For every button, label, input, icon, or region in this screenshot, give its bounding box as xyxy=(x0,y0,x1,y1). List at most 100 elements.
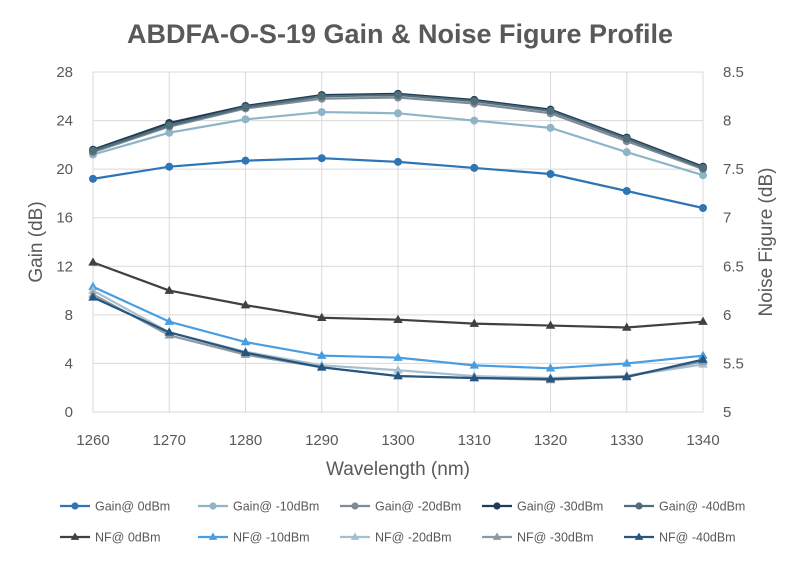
y2-tick-label: 5.5 xyxy=(723,355,744,372)
data-point xyxy=(317,154,326,163)
axis-tick-labels: 0 4 8 12 16 20 24 28 5 5.5 6 6.5 7 7.5 8 8.5 1260 1270 128… xyxy=(56,64,744,449)
y2-tick-label: 6.5 xyxy=(723,258,744,275)
legend-item: NF@ -20dBm xyxy=(340,531,452,545)
legend-marker xyxy=(70,532,80,540)
data-point xyxy=(240,337,251,346)
data-point xyxy=(622,148,631,157)
legend-label: NF@ -40dBm xyxy=(659,531,736,545)
legend-label: Gain@ -20dBm xyxy=(375,500,461,514)
data-point xyxy=(393,371,403,380)
legend-label: Gain@ 0dBm xyxy=(95,500,170,514)
legend-marker xyxy=(208,532,218,540)
data-series xyxy=(88,89,708,384)
data-point xyxy=(241,103,250,112)
data-point xyxy=(622,187,631,195)
data-point xyxy=(699,204,707,212)
data-point xyxy=(241,115,250,124)
y-tick-label: 4 xyxy=(65,355,73,372)
data-point xyxy=(240,300,251,309)
data-point xyxy=(165,128,174,137)
legend-marker xyxy=(634,532,644,540)
data-point xyxy=(240,347,251,356)
data-point xyxy=(88,292,98,301)
data-point xyxy=(394,157,402,166)
data-point xyxy=(241,156,250,165)
legend-item: Gain@ -10dBm xyxy=(198,500,319,514)
data-point xyxy=(470,163,479,172)
series-0 xyxy=(89,154,707,212)
legend-item: Gain@ -20dBm xyxy=(340,500,461,514)
legend-marker xyxy=(492,532,502,540)
data-point xyxy=(545,363,556,372)
legend-marker xyxy=(350,532,360,540)
series-4 xyxy=(89,91,707,172)
legend-label: NF@ -30dBm xyxy=(517,531,594,545)
data-point xyxy=(469,360,479,369)
data-point xyxy=(469,318,479,327)
y-tick-label: 16 xyxy=(56,210,73,227)
data-point xyxy=(470,116,479,125)
y2-tick-label: 8 xyxy=(723,113,731,130)
chart-title: ABDFA-O-S-19 Gain & Noise Figure Profile xyxy=(127,19,673,49)
plot-area-border xyxy=(92,71,704,413)
data-point xyxy=(317,350,327,359)
x-tick-label: 1290 xyxy=(305,432,338,449)
y2-tick-label: 6 xyxy=(723,307,731,324)
data-point xyxy=(545,373,556,383)
legend-marker xyxy=(635,502,643,510)
data-point xyxy=(89,146,97,155)
data-point xyxy=(469,373,479,382)
legend-label: Gain@ -40dBm xyxy=(659,500,745,514)
data-point xyxy=(622,358,632,367)
y-axis-title: Gain (dB) xyxy=(26,201,47,282)
y2-axis-title: Noise Figure (dB) xyxy=(756,168,777,317)
legend-marker xyxy=(209,502,217,510)
data-point xyxy=(317,362,327,371)
y-tick-label: 12 xyxy=(56,258,73,275)
y-tick-label: 8 xyxy=(65,307,73,324)
data-point xyxy=(546,106,555,115)
data-point xyxy=(165,121,174,130)
legend-item: NF@ -40dBm xyxy=(624,531,736,545)
data-point xyxy=(88,257,98,266)
legend-item: Gain@ 0dBm xyxy=(60,500,170,514)
legend-marker xyxy=(351,502,359,510)
legend-item: NF@ -10dBm xyxy=(198,531,310,545)
legend-marker xyxy=(71,502,79,510)
data-point xyxy=(699,163,707,172)
data-point xyxy=(393,365,403,374)
legend: Gain@ 0dBm Gain@ -10dBm Gain@ -20dBm Gain@ … xyxy=(60,500,745,545)
y2-tick-label: 7 xyxy=(723,210,731,227)
data-point xyxy=(546,123,555,132)
legend-label: NF@ -10dBm xyxy=(233,531,310,545)
legend-item: Gain@ -30dBm xyxy=(482,500,603,514)
x-tick-label: 1330 xyxy=(610,432,643,449)
data-point xyxy=(622,372,632,381)
data-point xyxy=(164,327,174,336)
data-point xyxy=(698,354,708,363)
y-tick-label: 28 xyxy=(56,64,73,81)
data-point xyxy=(699,171,707,180)
legend-item: NF@ -30dBm xyxy=(482,531,594,545)
data-point xyxy=(546,170,555,178)
x-axis-title: Wavelength (nm) xyxy=(326,459,470,480)
data-point xyxy=(394,91,402,100)
series-9 xyxy=(88,292,708,383)
data-point xyxy=(394,109,402,118)
x-tick-label: 1270 xyxy=(153,432,186,449)
legend-label: Gain@ -30dBm xyxy=(517,500,603,514)
y-tick-label: 24 xyxy=(56,113,73,130)
data-point xyxy=(165,162,174,171)
data-point xyxy=(622,134,631,143)
y-tick-label: 20 xyxy=(56,161,73,178)
data-point xyxy=(164,316,174,325)
y2-tick-label: 7.5 xyxy=(723,161,744,178)
x-tick-label: 1280 xyxy=(229,432,262,449)
legend-label: Gain@ -10dBm xyxy=(233,500,319,514)
x-tick-label: 1310 xyxy=(458,432,491,449)
series-5 xyxy=(88,257,708,331)
series-1 xyxy=(89,108,707,180)
data-point xyxy=(698,316,708,325)
